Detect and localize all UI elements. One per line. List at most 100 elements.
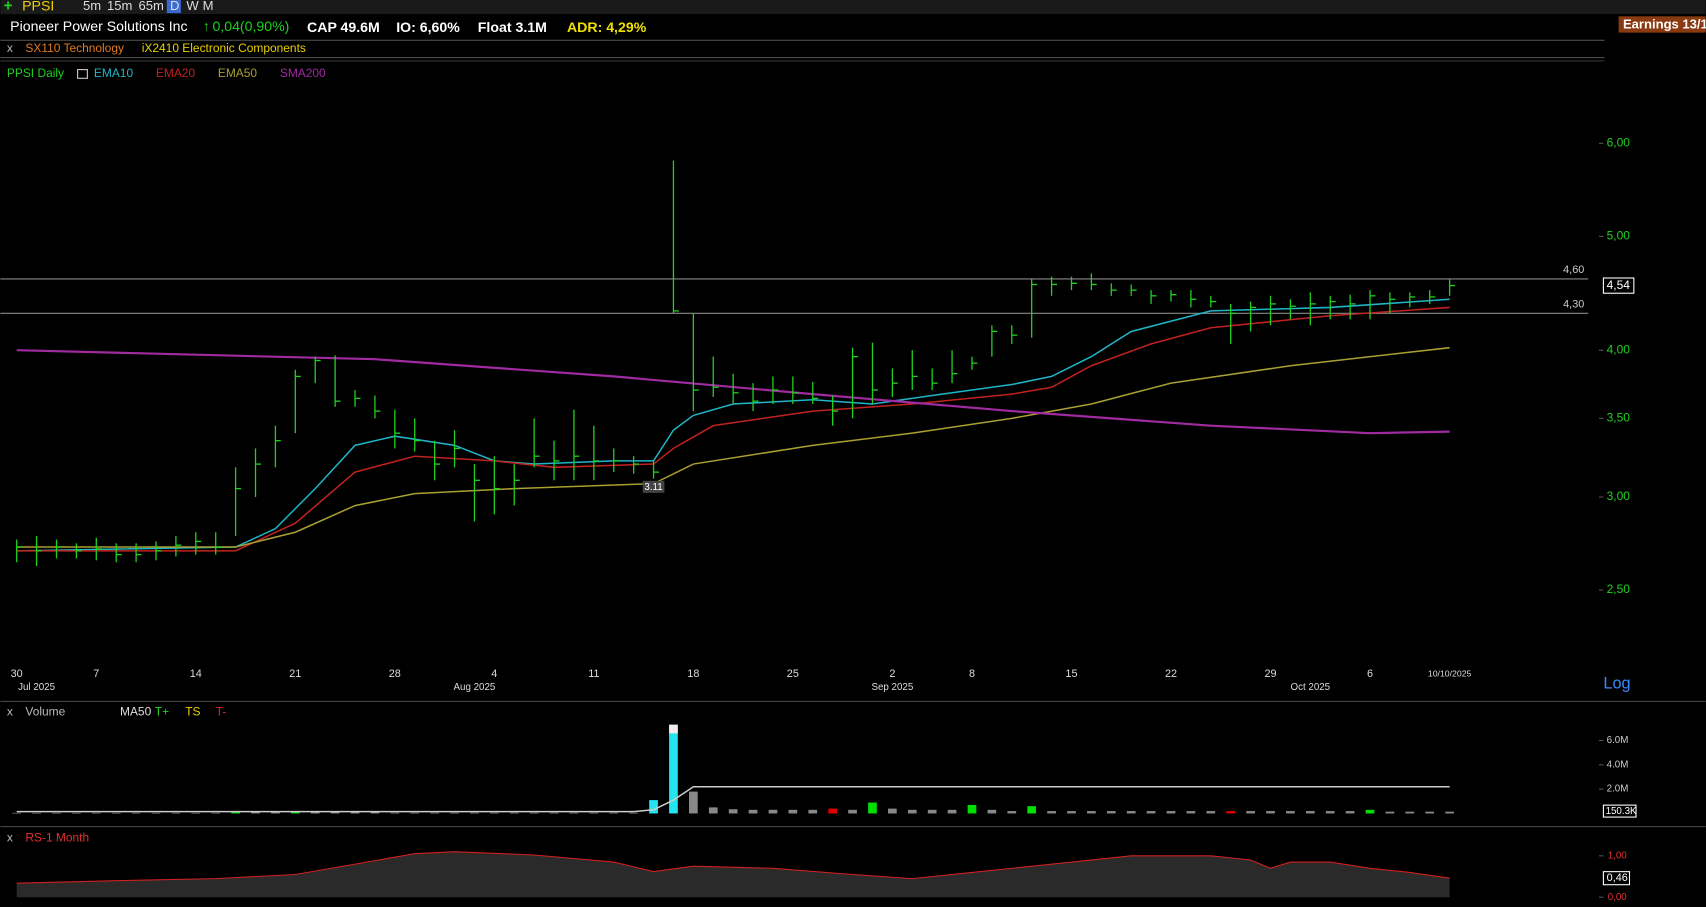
volume-bar xyxy=(489,812,499,814)
volume-bar xyxy=(987,809,997,814)
x-tick-label: 4 xyxy=(491,668,497,680)
interval[interactable]: 65m xyxy=(138,0,164,13)
volume-bar xyxy=(629,812,638,814)
indicator[interactable]: T- xyxy=(216,704,227,718)
pane-close[interactable]: x xyxy=(7,831,13,845)
volume-bar xyxy=(151,812,161,814)
float: Float 3.1M xyxy=(478,19,547,35)
volume-bar xyxy=(848,809,857,814)
x-tick-label: 22 xyxy=(1165,668,1177,680)
volume-bar xyxy=(788,809,798,814)
month-label: Oct 2025 xyxy=(1290,682,1330,693)
x-tick-label: 28 xyxy=(389,668,401,680)
legend-item[interactable]: EMA20 xyxy=(156,66,196,80)
low-label: 3.11 xyxy=(644,482,662,493)
x-tick-label: 14 xyxy=(190,668,202,680)
close-x[interactable]: x xyxy=(7,41,13,55)
log-toggle[interactable]: Log xyxy=(1603,674,1630,692)
legend-item[interactable]: SMA200 xyxy=(280,66,326,80)
volume-bar xyxy=(868,802,877,814)
volume-bar xyxy=(32,812,41,814)
volume-bar xyxy=(1126,811,1136,814)
volume-bar xyxy=(1226,811,1236,814)
volume-bar xyxy=(808,809,818,814)
add-icon[interactable]: + xyxy=(4,0,13,15)
symbol[interactable]: PPSI xyxy=(22,0,54,13)
volume-bar xyxy=(91,812,101,814)
rs-line xyxy=(16,851,1450,884)
volume-bar xyxy=(828,808,838,814)
level-label: 4,60 xyxy=(1563,264,1584,276)
cap: CAP 49.6M xyxy=(307,19,380,35)
industry[interactable]: iX2410 Electronic Components xyxy=(142,41,306,55)
volume-bar xyxy=(947,809,957,814)
volume-bar xyxy=(370,811,380,814)
earnings-badge[interactable] xyxy=(1618,16,1706,33)
interval[interactable]: W xyxy=(186,0,199,13)
rs-area xyxy=(16,851,1450,898)
interval-active xyxy=(166,0,181,14)
volume-bar xyxy=(509,812,519,814)
volume-bar xyxy=(549,812,559,814)
legend[interactable]: PPSI Daily xyxy=(7,66,64,80)
volume-bar xyxy=(12,812,22,814)
adr: ADR: 4,29% xyxy=(567,19,647,35)
sector[interactable]: SX110 Technology xyxy=(25,41,124,55)
legend-item[interactable]: MA50 xyxy=(120,704,152,718)
volume-bar xyxy=(1007,811,1017,814)
volume-bar xyxy=(1027,806,1037,814)
interval[interactable]: D xyxy=(170,0,179,13)
legend-item[interactable]: EMA50 xyxy=(218,66,258,80)
volume-bar xyxy=(290,811,300,814)
x-tick-label: 10/10/2025 xyxy=(1428,669,1472,679)
volume-bar xyxy=(251,811,260,814)
low-label-box xyxy=(642,480,665,493)
volume-bar xyxy=(1047,811,1056,814)
volume-bar xyxy=(748,809,758,814)
legend[interactable]: Volume xyxy=(25,704,65,718)
ema-line xyxy=(16,306,1450,552)
y-tick-label: 2,50 xyxy=(1607,582,1631,596)
interval[interactable]: 15m xyxy=(107,0,133,13)
x-tick-label: 30 xyxy=(11,668,23,680)
volume-bar xyxy=(728,809,738,814)
volume-bar xyxy=(330,811,340,814)
indicator[interactable]: TS xyxy=(185,704,200,718)
volume-cap xyxy=(669,724,678,734)
volume-bar xyxy=(1166,811,1176,814)
volume-bar xyxy=(1087,811,1096,814)
pane-close[interactable]: x xyxy=(7,704,13,718)
volume-bar xyxy=(1305,811,1315,814)
x-tick-label: 15 xyxy=(1065,668,1077,680)
volume-bar xyxy=(231,811,240,814)
volume-bar xyxy=(927,809,937,814)
volume-bar xyxy=(1246,811,1255,814)
x-tick-label: 7 xyxy=(93,668,99,680)
legend[interactable]: RS-1 Month xyxy=(25,831,89,845)
volume-bar xyxy=(1146,811,1156,814)
volume-bar xyxy=(609,812,619,814)
volume-bar xyxy=(589,812,599,814)
volume-bar xyxy=(171,812,181,814)
last-price: 4,54 xyxy=(1607,278,1631,292)
volume-bar xyxy=(470,812,479,814)
volume-bar xyxy=(430,812,439,814)
legend-item[interactable]: EMA10 xyxy=(94,66,134,80)
x-tick-label: 25 xyxy=(787,668,799,680)
volume-bar xyxy=(1365,809,1375,814)
y-tick-label: 6,00 xyxy=(1607,135,1631,149)
x-tick-label: 8 xyxy=(969,668,975,680)
volume-bar xyxy=(1266,811,1275,814)
legend-icon xyxy=(77,69,88,79)
interval[interactable]: 5m xyxy=(83,0,101,13)
earnings[interactable]: Earnings 13/1 xyxy=(1623,16,1706,31)
volume-bar xyxy=(669,724,678,814)
x-tick-label: 29 xyxy=(1264,668,1276,680)
indicator[interactable]: T+ xyxy=(155,704,169,718)
y-tick-label: 6.0M xyxy=(1607,735,1629,746)
interval[interactable]: M xyxy=(203,0,214,13)
ema-line xyxy=(16,298,1450,552)
volume-bar xyxy=(52,812,61,814)
y-tick-label: 5,00 xyxy=(1607,229,1631,243)
